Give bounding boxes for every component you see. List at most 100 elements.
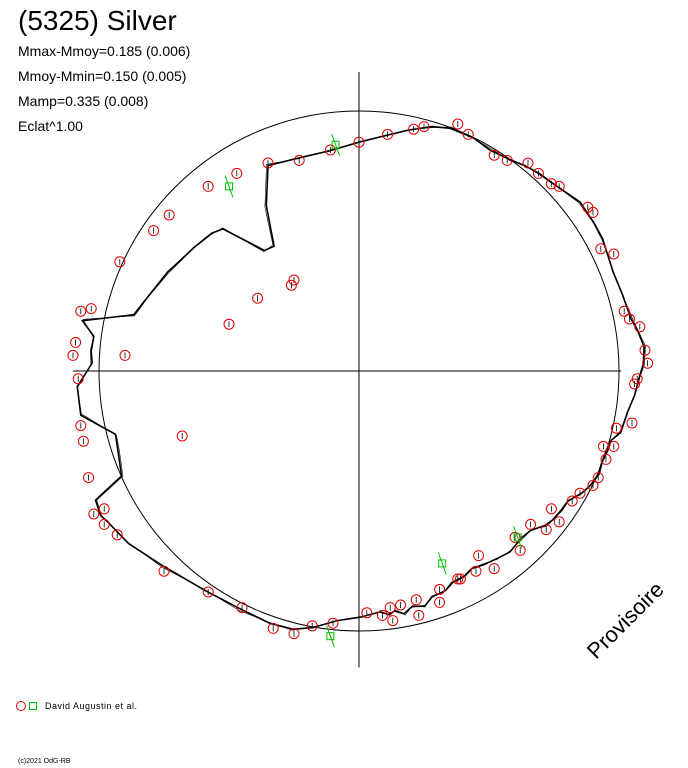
- data-point-circle: [77, 435, 89, 447]
- data-point-circle: [639, 344, 651, 356]
- data-point-circle: [306, 620, 318, 632]
- data-point-circle: [473, 550, 485, 562]
- data-point-circle: [384, 602, 396, 614]
- data-point-square: [326, 632, 335, 641]
- data-point-circle: [452, 573, 464, 585]
- data-point-circle: [353, 136, 365, 148]
- data-point-circle: [413, 609, 425, 621]
- data-points: [67, 118, 654, 648]
- data-point-circle: [574, 487, 586, 499]
- data-point-circle: [202, 586, 214, 598]
- data-point-circle: [452, 118, 464, 130]
- data-point-circle: [83, 472, 95, 484]
- plot-axes: [73, 72, 621, 668]
- data-point-circle: [587, 479, 599, 491]
- data-point-circle: [540, 524, 552, 536]
- data-point-circle: [75, 420, 87, 432]
- data-point-circle: [610, 422, 622, 434]
- legend: David Augustin et al.: [16, 700, 138, 712]
- legend-observer-label: David Augustin et al.: [45, 701, 138, 711]
- data-point-square-errorbar: [513, 526, 523, 549]
- data-point-circle: [293, 154, 305, 166]
- data-point-circle: [553, 180, 565, 192]
- stat-eclat: Eclat^1.00: [18, 118, 83, 134]
- data-point-circle: [119, 349, 131, 361]
- lightcurve-fit-line: [76, 125, 645, 631]
- data-point-circle: [163, 209, 175, 221]
- data-point-circle: [418, 121, 430, 133]
- data-point-circle: [262, 157, 274, 169]
- data-point-circle: [597, 440, 609, 452]
- data-point-circle: [111, 529, 123, 541]
- data-point-circle: [525, 518, 537, 530]
- data-point-circle: [454, 573, 466, 585]
- data-point-circle: [75, 305, 87, 317]
- stat-mamp: Mamp=0.335 (0.008): [18, 93, 149, 109]
- data-point-circle: [470, 565, 482, 577]
- data-point-circle: [532, 167, 544, 179]
- data-point-circle: [223, 318, 235, 330]
- data-point-circle: [595, 243, 607, 255]
- data-point-circle: [231, 167, 243, 179]
- data-point-circle: [462, 128, 474, 140]
- data-point-circle: [114, 256, 126, 268]
- data-point-square: [438, 559, 447, 568]
- data-point-circle: [566, 495, 578, 507]
- data-point-circle: [545, 503, 557, 515]
- provisoire-watermark: Provisoire: [582, 577, 669, 664]
- data-point-circle: [88, 508, 100, 520]
- data-point-circle: [501, 154, 513, 166]
- data-point-circle: [376, 609, 388, 621]
- data-point-circle: [626, 417, 638, 429]
- data-point-circle: [70, 336, 82, 348]
- data-point-circle: [408, 123, 420, 135]
- data-point-square-errorbar: [224, 175, 234, 198]
- reference-circle: [98, 110, 620, 632]
- data-point-circle: [395, 599, 407, 611]
- data-point-circle: [285, 279, 297, 291]
- data-point-circle: [623, 313, 635, 325]
- data-point-circle: [202, 180, 214, 192]
- fit-curves: [76, 125, 646, 631]
- data-point-circle: [148, 225, 160, 237]
- data-point-circle: [587, 206, 599, 218]
- data-point-circle: [72, 373, 84, 385]
- data-point-circle: [382, 128, 394, 140]
- legend-circle-marker-icon: [16, 701, 26, 711]
- data-point-circle: [387, 615, 399, 627]
- data-point-circle: [288, 274, 300, 286]
- stat-mmoy-mmin: Mmoy-Mmin=0.150 (0.005): [18, 68, 187, 84]
- legend-square-marker-icon: [29, 702, 37, 710]
- data-point-circle: [488, 149, 500, 161]
- data-point-circle: [327, 617, 339, 629]
- data-point-circle: [631, 373, 643, 385]
- data-point-circle: [176, 430, 188, 442]
- data-point-circle: [608, 248, 620, 260]
- data-point-circle: [236, 602, 248, 614]
- data-point-circle: [267, 622, 279, 634]
- data-point-square-errorbar: [325, 625, 335, 648]
- data-point-circle: [288, 628, 300, 640]
- data-point-circle: [600, 453, 612, 465]
- data-point-circle: [67, 349, 79, 361]
- data-point-circle: [509, 531, 521, 543]
- data-point-square-errorbar: [331, 133, 341, 156]
- data-point-circle: [98, 518, 110, 530]
- data-point-circle: [324, 144, 336, 156]
- data-point-circle: [410, 594, 422, 606]
- lightcurve-fit-line-variant: [76, 126, 646, 631]
- data-point-circle: [592, 472, 604, 484]
- data-point-square: [331, 140, 340, 149]
- data-point-circle: [252, 292, 264, 304]
- data-point-circle: [488, 563, 500, 575]
- data-point-circle: [629, 378, 641, 390]
- copyright: (c)2021 OdG-RB: [18, 758, 71, 765]
- data-point-circle: [553, 516, 565, 528]
- data-point-circle: [434, 583, 446, 595]
- data-point-circle: [434, 596, 446, 608]
- data-point-square: [513, 533, 522, 542]
- data-point-circle: [522, 157, 534, 169]
- stat-mmax-mmoy: Mmax-Mmoy=0.185 (0.006): [18, 43, 191, 59]
- data-point-circle: [634, 321, 646, 333]
